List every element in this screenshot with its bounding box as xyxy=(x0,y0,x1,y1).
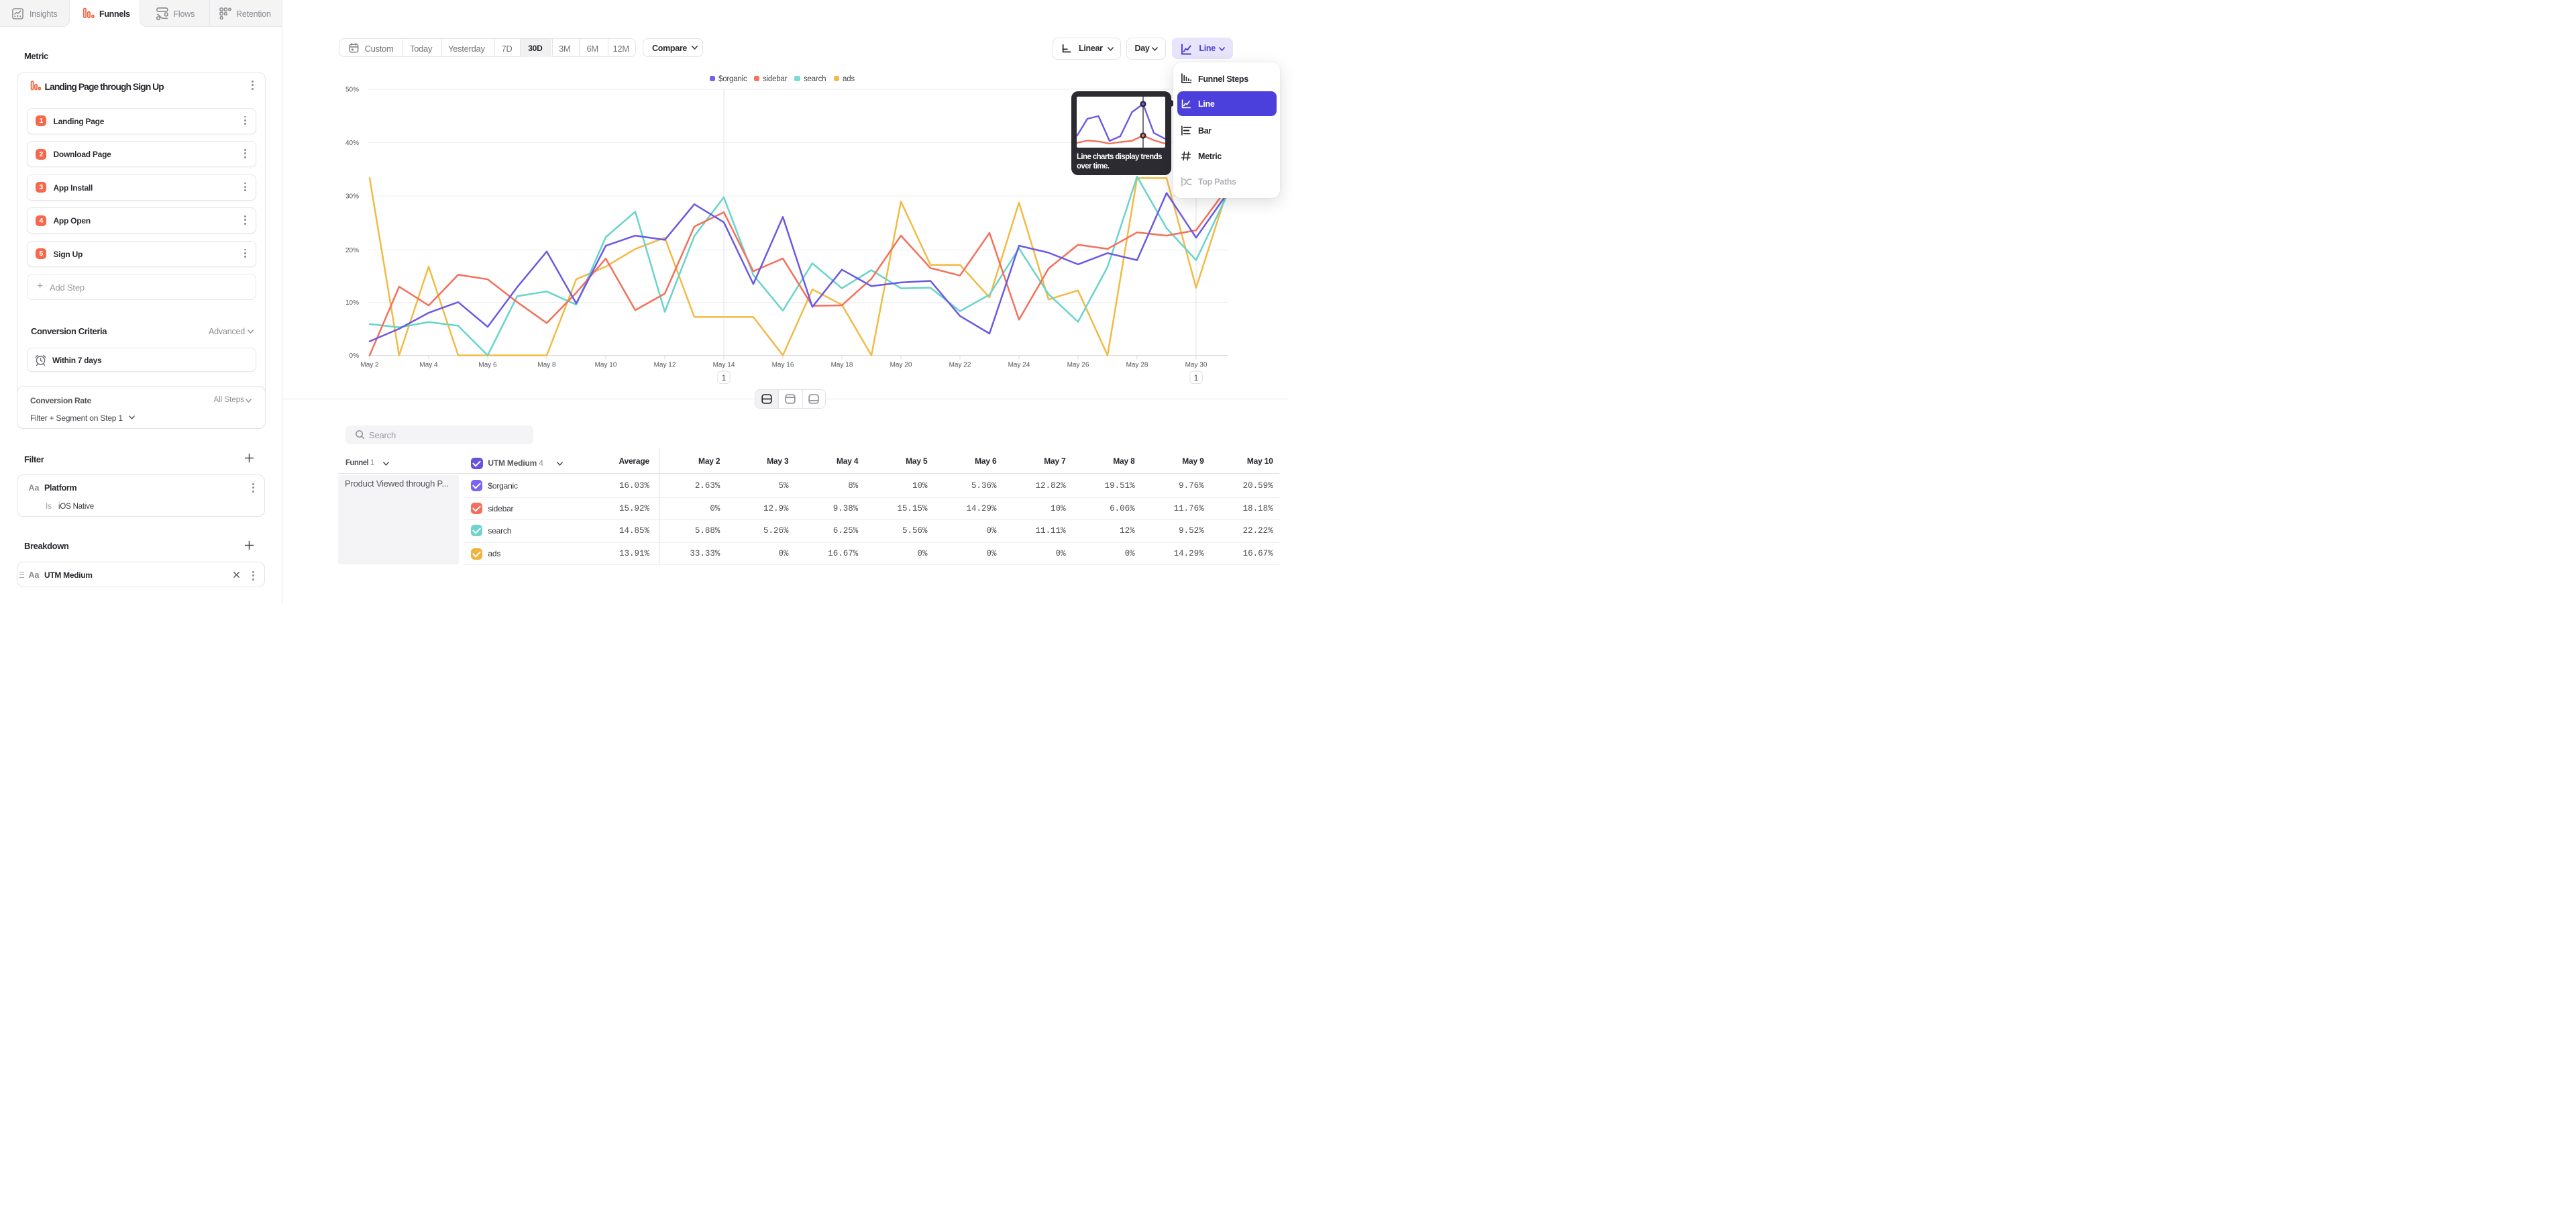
svg-text:May 30: May 30 xyxy=(1185,362,1208,369)
svg-text:May 20: May 20 xyxy=(890,362,912,369)
svg-text:10%: 10% xyxy=(345,299,359,307)
svg-text:May 28: May 28 xyxy=(1126,362,1148,369)
svg-text:May 4: May 4 xyxy=(419,362,438,369)
svg-text:1: 1 xyxy=(722,374,726,383)
svg-text:40%: 40% xyxy=(345,140,359,147)
svg-text:50%: 50% xyxy=(345,87,359,94)
svg-text:30%: 30% xyxy=(345,193,359,201)
svg-text:May 2: May 2 xyxy=(360,362,379,369)
svg-text:May 24: May 24 xyxy=(1008,362,1030,369)
svg-text:May 12: May 12 xyxy=(654,362,676,369)
svg-text:May 8: May 8 xyxy=(537,362,556,369)
svg-text:May 26: May 26 xyxy=(1067,362,1089,369)
svg-text:1: 1 xyxy=(1194,374,1198,383)
svg-text:0%: 0% xyxy=(350,352,360,360)
svg-text:May 14: May 14 xyxy=(713,362,735,369)
svg-text:May 16: May 16 xyxy=(772,362,794,369)
svg-text:20%: 20% xyxy=(345,247,359,254)
svg-text:May 6: May 6 xyxy=(478,362,497,369)
svg-text:May 10: May 10 xyxy=(595,362,617,369)
svg-text:May 22: May 22 xyxy=(949,362,971,369)
svg-text:May 18: May 18 xyxy=(831,362,853,369)
